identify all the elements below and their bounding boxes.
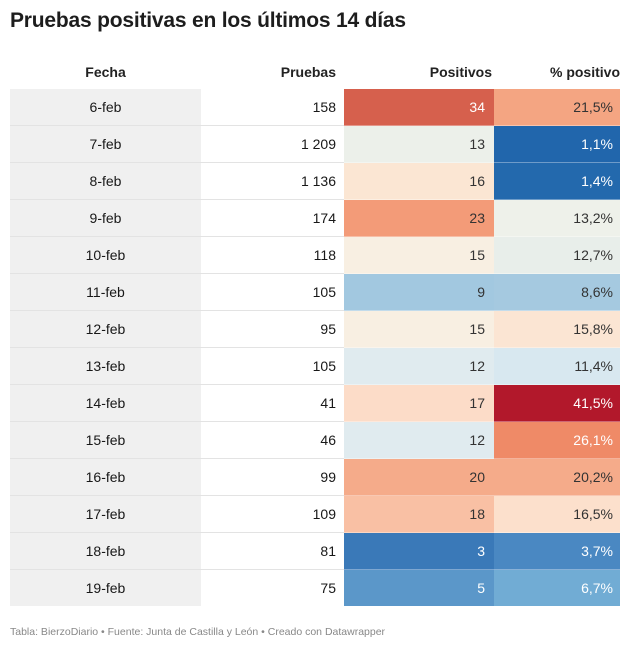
- table-row: 8-feb 1 136 16 1,4%: [10, 162, 620, 200]
- column-header-pruebas[interactable]: Pruebas: [280, 63, 336, 80]
- cell-porcentaje: 15,8%: [494, 310, 620, 348]
- table-row: 13-feb 105 12 11,4%: [10, 347, 620, 385]
- cell-pruebas: 81: [201, 532, 344, 570]
- cell-fecha: 9-feb: [10, 199, 201, 237]
- cell-fecha: 12-feb: [10, 310, 201, 348]
- cell-pruebas: 1 136: [201, 162, 344, 200]
- column-header-fecha[interactable]: Fecha: [85, 63, 126, 80]
- cell-porcentaje: 20,2%: [494, 458, 620, 496]
- page-title: Pruebas positivas en los últimos 14 días: [10, 9, 406, 32]
- cell-fecha: 14-feb: [10, 384, 201, 422]
- cell-pruebas: 174: [201, 199, 344, 237]
- cell-positivos: 17: [344, 384, 494, 422]
- cell-porcentaje: 6,7%: [494, 569, 620, 606]
- cell-positivos: 23: [344, 199, 494, 237]
- cell-pruebas: 95: [201, 310, 344, 348]
- cell-porcentaje: 11,4%: [494, 347, 620, 385]
- cell-fecha: 19-feb: [10, 569, 201, 606]
- cell-pruebas: 105: [201, 347, 344, 385]
- cell-pruebas: 41: [201, 384, 344, 422]
- cell-porcentaje: 13,2%: [494, 199, 620, 237]
- cell-fecha: 10-feb: [10, 236, 201, 274]
- cell-porcentaje: 8,6%: [494, 273, 620, 311]
- table-row: 16-feb 99 20 20,2%: [10, 458, 620, 496]
- cell-porcentaje: 12,7%: [494, 236, 620, 274]
- table-row: 12-feb 95 15 15,8%: [10, 310, 620, 348]
- cell-positivos: 9: [344, 273, 494, 311]
- table-row: 14-feb 41 17 41,5%: [10, 384, 620, 422]
- data-table: Fecha Pruebas Positivos % positivo 6-feb…: [10, 54, 620, 606]
- cell-positivos: 34: [344, 89, 494, 126]
- cell-porcentaje: 41,5%: [494, 384, 620, 422]
- cell-positivos: 12: [344, 421, 494, 459]
- column-header-positivos[interactable]: Positivos: [429, 63, 492, 80]
- table-row: 17-feb 109 18 16,5%: [10, 495, 620, 533]
- cell-positivos: 20: [344, 458, 494, 496]
- cell-pruebas: 105: [201, 273, 344, 311]
- cell-porcentaje: 1,1%: [494, 125, 620, 163]
- table-row: 15-feb 46 12 26,1%: [10, 421, 620, 459]
- footer-credits: Tabla: BierzoDiario • Fuente: Junta de C…: [10, 626, 386, 638]
- table-row: 7-feb 1 209 13 1,1%: [10, 125, 620, 163]
- table-row: 10-feb 118 15 12,7%: [10, 236, 620, 274]
- cell-positivos: 15: [344, 236, 494, 274]
- cell-porcentaje: 21,5%: [494, 89, 620, 126]
- cell-porcentaje: 3,7%: [494, 532, 620, 570]
- cell-fecha: 17-feb: [10, 495, 201, 533]
- cell-porcentaje: 26,1%: [494, 421, 620, 459]
- cell-positivos: 13: [344, 125, 494, 163]
- cell-fecha: 7-feb: [10, 125, 201, 163]
- table-row: 19-feb 75 5 6,7%: [10, 569, 620, 606]
- table-row: 11-feb 105 9 8,6%: [10, 273, 620, 311]
- cell-porcentaje: 1,4%: [494, 162, 620, 200]
- cell-fecha: 16-feb: [10, 458, 201, 496]
- cell-positivos: 12: [344, 347, 494, 385]
- cell-pruebas: 118: [201, 236, 344, 274]
- cell-positivos: 16: [344, 162, 494, 200]
- cell-positivos: 15: [344, 310, 494, 348]
- cell-fecha: 18-feb: [10, 532, 201, 570]
- cell-fecha: 11-feb: [10, 273, 201, 311]
- cell-fecha: 8-feb: [10, 162, 201, 200]
- cell-fecha: 13-feb: [10, 347, 201, 385]
- table-row: 6-feb 158 34 21,5%: [10, 89, 620, 126]
- table-body: 6-feb 158 34 21,5% 7-feb 1 209 13 1,1% 8-feb 1 13…: [10, 89, 620, 606]
- table-header-row: Fecha Pruebas Positivos % positivo: [10, 54, 620, 89]
- cell-pruebas: 1 209: [201, 125, 344, 163]
- cell-pruebas: 99: [201, 458, 344, 496]
- cell-fecha: 6-feb: [10, 89, 201, 126]
- cell-pruebas: 158: [312, 99, 336, 115]
- cell-pruebas: 75: [201, 569, 344, 606]
- cell-fecha: 15-feb: [10, 421, 201, 459]
- column-header-porcentaje[interactable]: % positivo: [549, 63, 620, 80]
- cell-positivos: 18: [344, 495, 494, 533]
- cell-pruebas: 109: [201, 495, 344, 533]
- table-row: 18-feb 81 3 3,7%: [10, 532, 620, 570]
- cell-positivos: 5: [344, 569, 494, 606]
- cell-positivos: 3: [344, 532, 494, 570]
- table-row: 9-feb 174 23 13,2%: [10, 199, 620, 237]
- cell-pruebas: 46: [201, 421, 344, 459]
- cell-porcentaje: 16,5%: [494, 495, 620, 533]
